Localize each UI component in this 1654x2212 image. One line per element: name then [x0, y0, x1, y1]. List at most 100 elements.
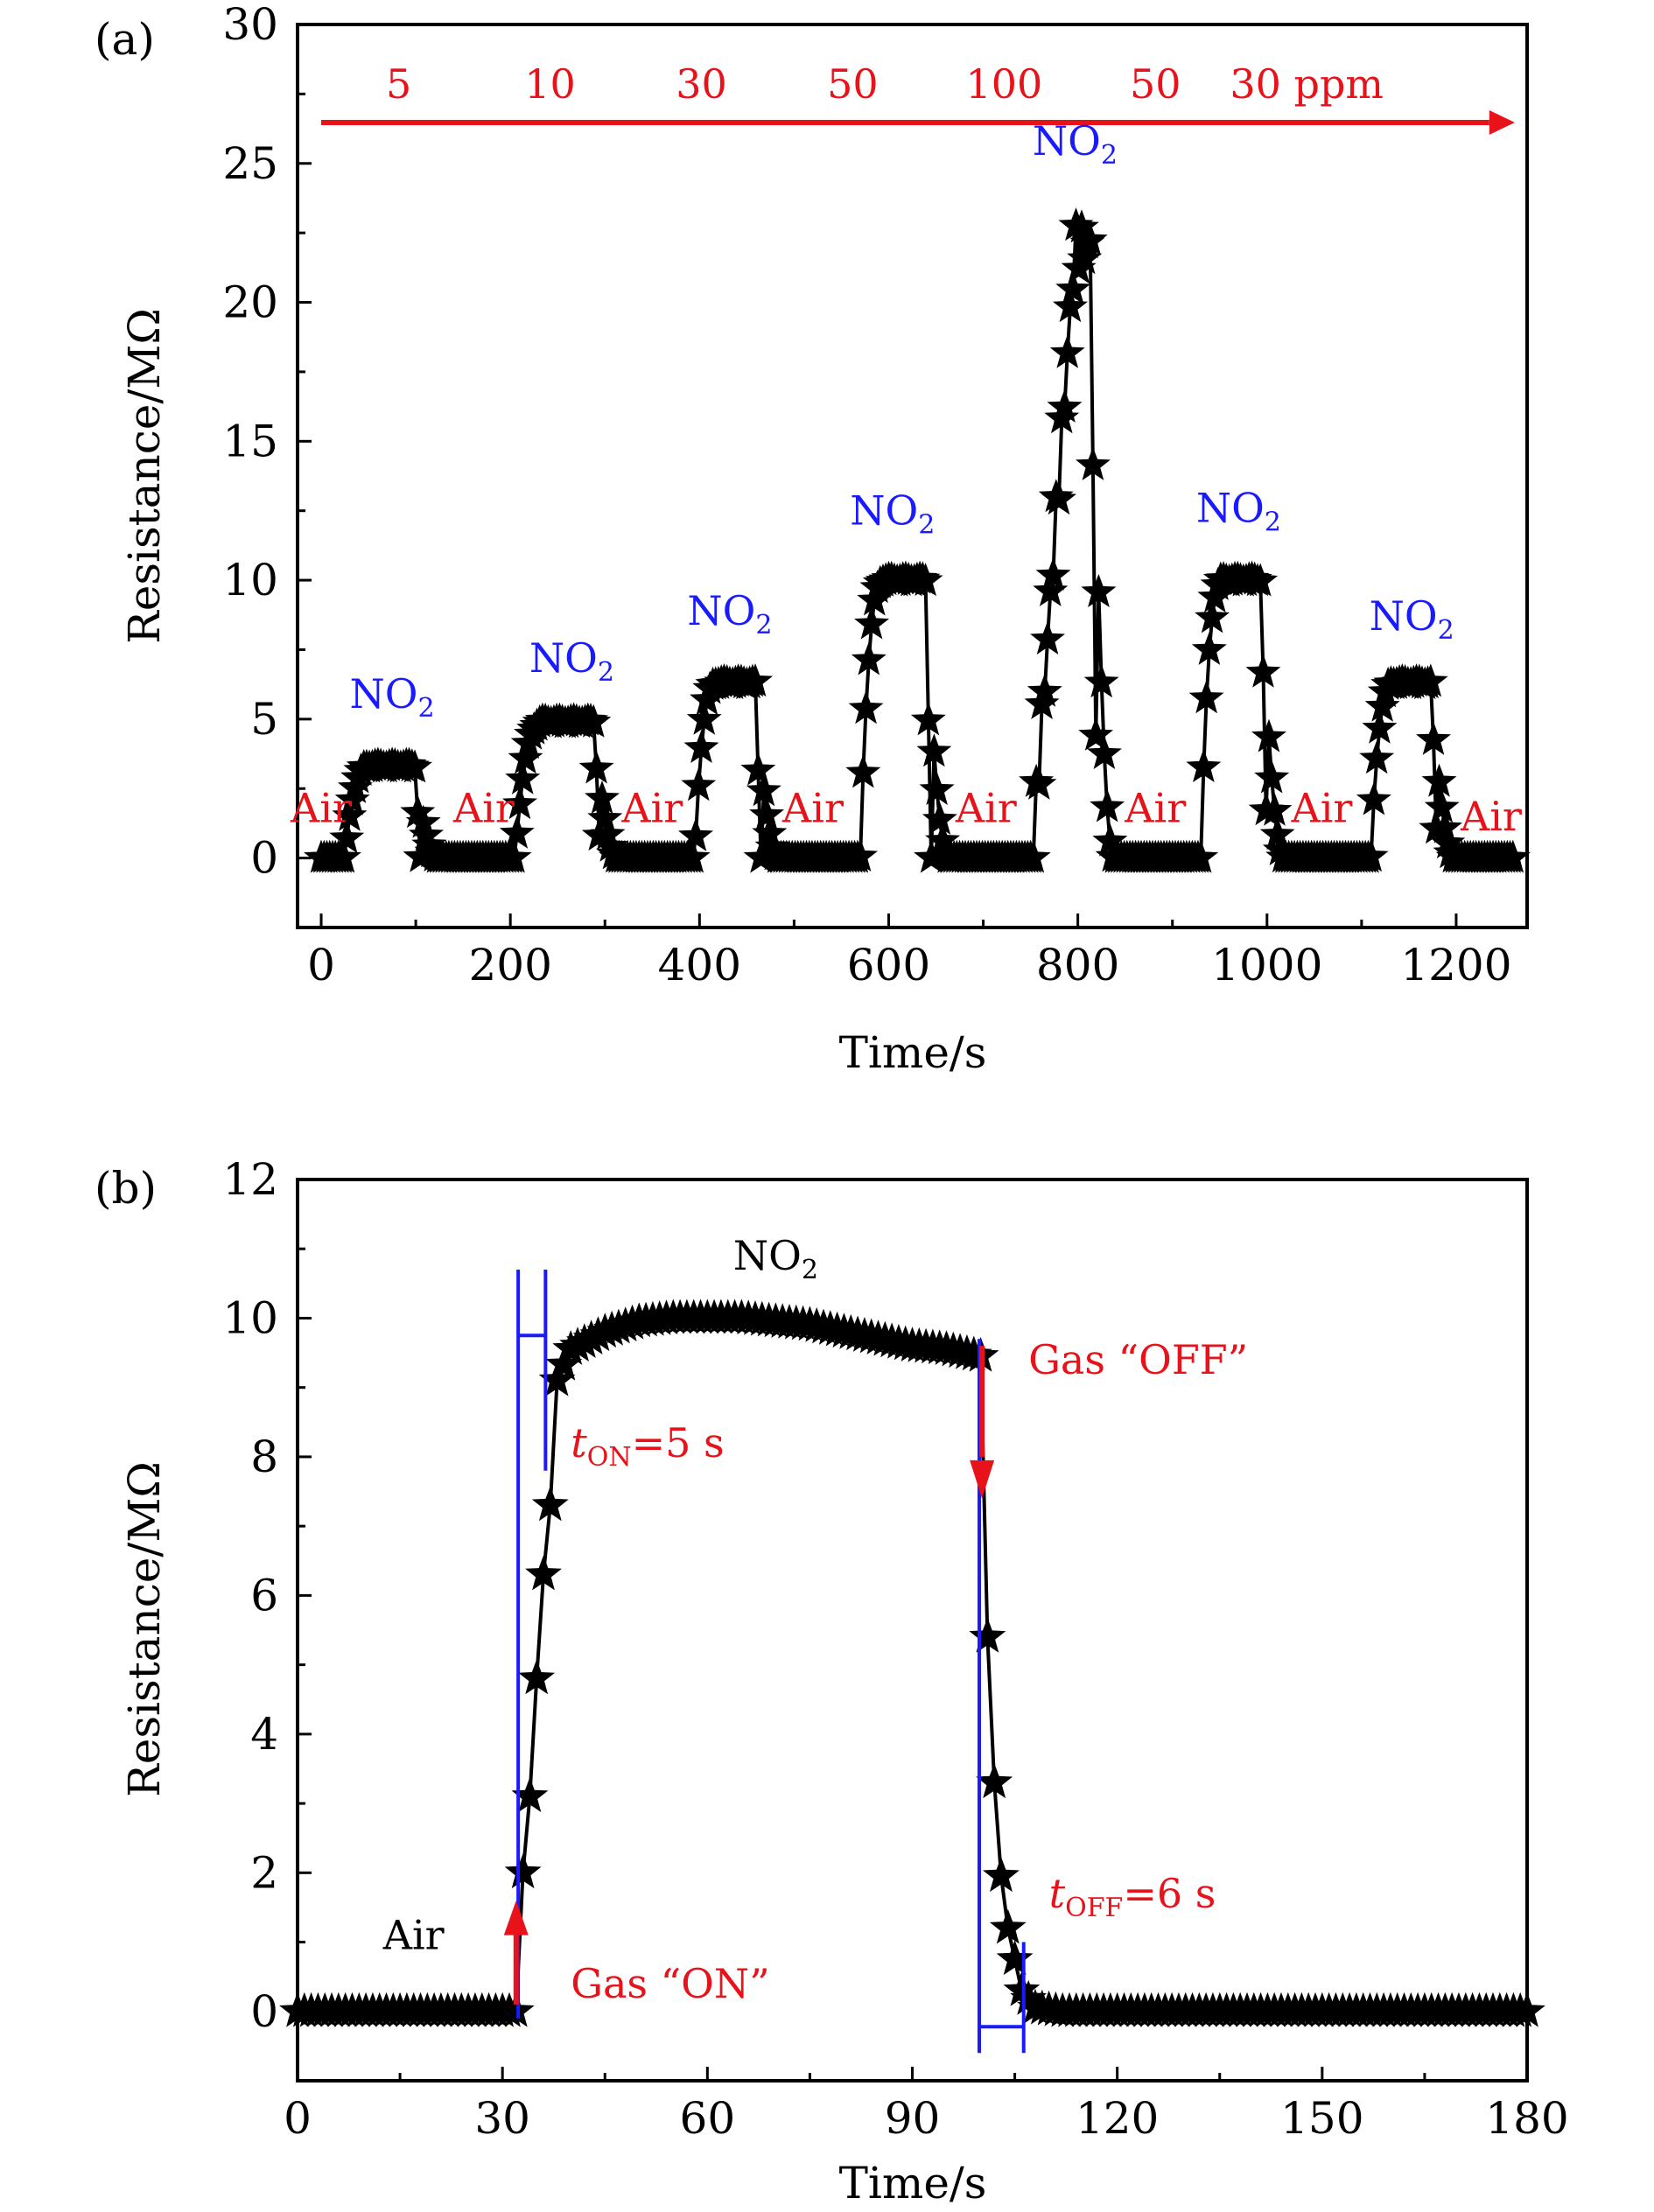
- panel-a-data-point: [1495, 839, 1531, 873]
- air-label: Air: [620, 784, 683, 831]
- panel-b-x-tick-label: 60: [680, 2093, 736, 2144]
- gas-off-arrow-head: [970, 1460, 995, 1499]
- panel-b-x-tick-label: 120: [1076, 2093, 1159, 2144]
- panel-a-data-point: [1188, 680, 1224, 714]
- panel-a-data-point: [922, 802, 957, 835]
- panel-b-series: [279, 1298, 1545, 2027]
- no2-label: NO2: [733, 1232, 818, 1285]
- panel-a-y-tick-label: 5: [250, 694, 278, 745]
- panel-a-data-point: [851, 641, 887, 676]
- concentration-label: 5: [386, 60, 411, 108]
- panel-a-data-point: [326, 839, 361, 873]
- panel-a-data-point: [1072, 221, 1108, 256]
- no2-label: NO2: [1196, 484, 1281, 537]
- panel-a-series: [304, 207, 1531, 873]
- panel-a-data-point: [1364, 688, 1400, 722]
- panel-a-data-point: [683, 730, 719, 763]
- panel-a-data-point: [1049, 334, 1085, 368]
- panel-a-x-tick-label: 0: [307, 940, 335, 990]
- panel-a-x-tick-label: 600: [847, 940, 930, 990]
- panel-a-data-point: [332, 797, 368, 831]
- panel-b-y-tick-label: 0: [250, 1986, 278, 2037]
- concentration-arrow-head: [1489, 110, 1515, 135]
- no2-label: NO2: [1033, 117, 1118, 171]
- panel-a-y-tick-label: 30: [222, 0, 278, 50]
- panel-a-data-point: [1245, 654, 1281, 688]
- no2-label: NO2: [687, 587, 772, 640]
- panel-a-data-point: [1356, 781, 1391, 816]
- panel-a-x-tick-label: 1000: [1211, 940, 1322, 990]
- panel-a-x-tick-label: 400: [658, 940, 741, 990]
- air-label: Air: [382, 1911, 445, 1958]
- air-label: Air: [1291, 784, 1353, 831]
- gas-off-label: Gas “OFF”: [1028, 1336, 1248, 1383]
- panel-a-data-point: [1030, 621, 1065, 654]
- panel-a-data-point: [499, 815, 535, 849]
- concentration-label: 30: [676, 60, 727, 108]
- panel-b-data-point: [538, 1361, 576, 1396]
- panel-a-data-point: [919, 772, 955, 805]
- panel-a-data-point: [1186, 749, 1222, 782]
- panel-a-data-point: [845, 754, 881, 788]
- panel-a-data-point: [914, 839, 950, 873]
- panel-a-y-tick-label: 10: [222, 555, 278, 606]
- panel-a-data-point: [743, 839, 779, 873]
- panel-a-data-point: [496, 839, 532, 873]
- panel-b-y-tick-label: 2: [250, 1847, 278, 1898]
- panel-a-data-point: [502, 786, 537, 820]
- panel-a-data-point: [1183, 839, 1219, 873]
- panel-a-data-point: [1191, 631, 1227, 665]
- panel-a-data-point: [843, 838, 878, 872]
- panel-a-data-point: [1033, 573, 1069, 606]
- panel-a-y-tick-label: 25: [222, 138, 278, 189]
- panel-a-data-point: [925, 822, 961, 857]
- panel-a-data-point: [738, 663, 774, 697]
- panel-a-data-point: [1257, 792, 1293, 826]
- panel-a-data-point: [1067, 241, 1103, 275]
- t-on-label: tON=5 s: [571, 1419, 724, 1473]
- panel-a-data-point: [1243, 563, 1279, 597]
- panel-b-data-point: [996, 1940, 1034, 1976]
- panel-a-data-point: [908, 563, 943, 597]
- panel-a-data-point: [1197, 579, 1233, 612]
- panel-a-data-point: [1427, 809, 1462, 844]
- panel-b-x-tick-label: 150: [1280, 2093, 1363, 2144]
- panel-b-data-point: [518, 1659, 556, 1695]
- panel-b-label: (b): [95, 1163, 157, 1214]
- panel-a-data-point: [590, 816, 626, 850]
- panel-a-data-point: [585, 780, 620, 814]
- panel-a-data-point: [1015, 839, 1051, 873]
- panel-a-data-point: [678, 817, 713, 851]
- air-label: Air: [1124, 784, 1186, 831]
- panel-b-x-tick-label: 0: [284, 2093, 312, 2144]
- panel-a-data-point: [740, 752, 776, 786]
- panel-b-x-tick-label: 90: [885, 2093, 941, 2144]
- air-label: Air: [452, 784, 515, 831]
- panel-a-data-point: [910, 702, 946, 736]
- panel-b-plot-frame: [296, 1178, 1529, 2082]
- panel-a-data-point: [686, 701, 722, 735]
- panel-a-data-point: [675, 839, 711, 873]
- panel-a-data-point: [508, 740, 543, 774]
- panel-b-data-point: [1010, 1979, 1048, 2015]
- panel-a-data-point: [848, 690, 884, 724]
- panel-b-x-axis-title: Time/s: [839, 2158, 987, 2208]
- panel-b-series-line: [298, 1316, 1527, 2013]
- panel-a-data-point: [1259, 816, 1295, 850]
- panel-a-data-point: [334, 781, 370, 816]
- panel-a-data-point: [400, 794, 436, 829]
- panel-a: (a) 0 200 400 600 800 1000 1200 0 5 10 15 20 25 30 5 1…: [95, 0, 1531, 1078]
- panel-a-data-point: [1055, 271, 1091, 304]
- panel-a-data-point: [405, 804, 441, 838]
- panel-a-data-point: [587, 801, 623, 834]
- concentration-label: 30 ppm: [1230, 60, 1384, 108]
- panel-a-data-point: [1064, 209, 1099, 243]
- panel-a-y-axis-title: Resistance/MΩ: [119, 308, 170, 644]
- panel-b-data-point: [545, 1345, 583, 1381]
- panel-a-x-tick-label: 200: [468, 940, 551, 990]
- panel-a-data-point: [752, 816, 788, 850]
- t-off-label: tOFF=6 s: [1049, 1870, 1216, 1923]
- air-label: Air: [781, 784, 844, 831]
- panel-a-plot-frame: [296, 23, 1529, 929]
